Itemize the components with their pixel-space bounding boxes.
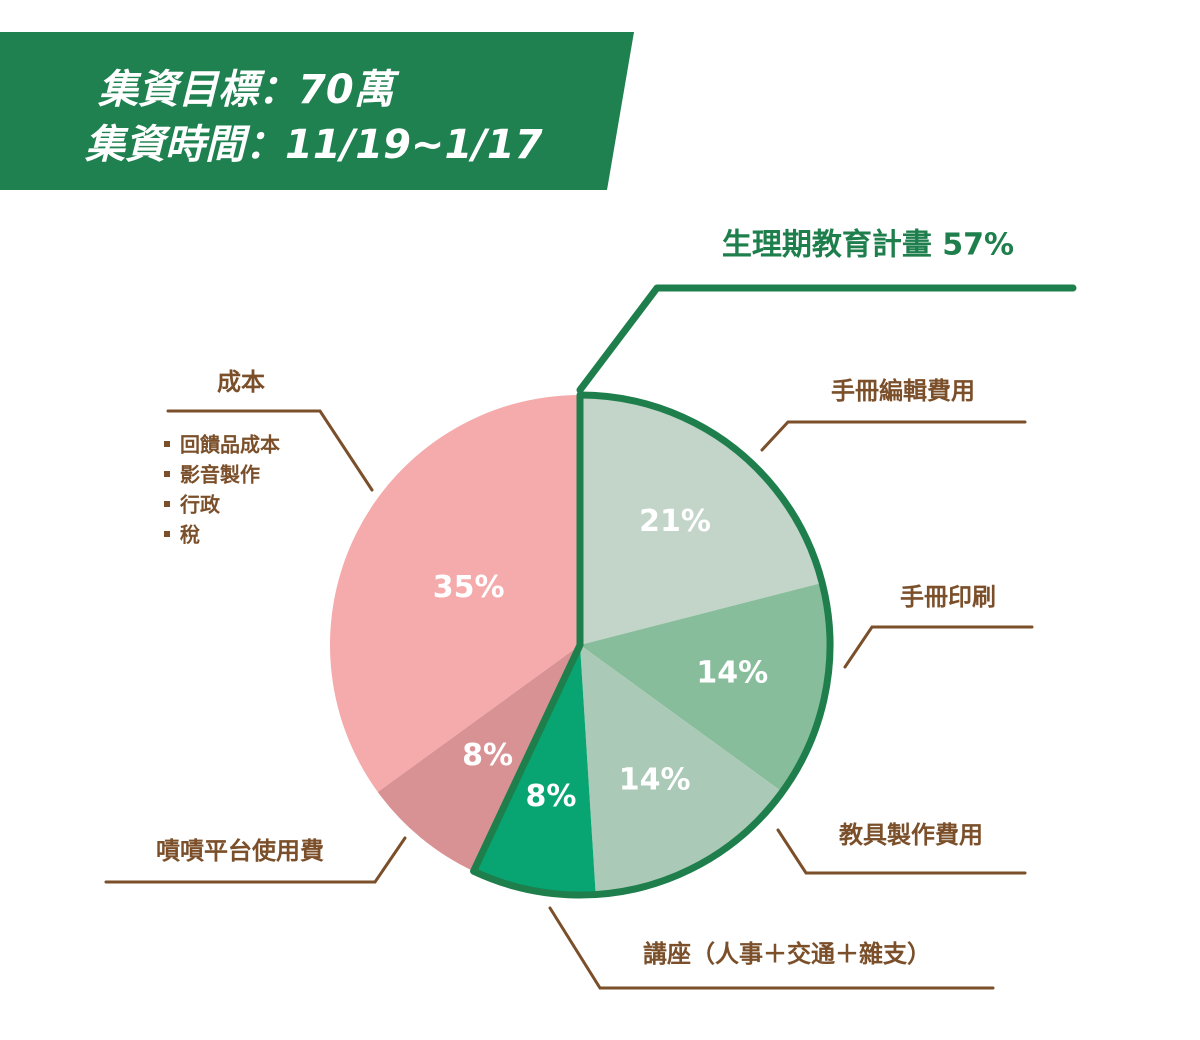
bullet bbox=[164, 471, 170, 477]
group-leader bbox=[576, 284, 1077, 394]
pie-slice bbox=[329, 395, 580, 792]
header-line: 集資目標：70萬 bbox=[97, 67, 400, 113]
group-label: 生理期教育計畫 57% bbox=[722, 228, 1014, 263]
slice-percent: 8% bbox=[525, 779, 576, 814]
slice-label: 手冊印刷 bbox=[900, 583, 996, 611]
slice-label: 成本 bbox=[217, 368, 265, 396]
slice-percent: 21% bbox=[639, 504, 711, 539]
cost-item: 行政 bbox=[179, 493, 221, 517]
pie-slice bbox=[580, 582, 830, 792]
header-banner bbox=[0, 32, 634, 190]
leader-line bbox=[760, 420, 1027, 452]
slice-label: 手冊編輯費用 bbox=[831, 377, 975, 405]
slice-label: 講座（人事＋交通＋雜支） bbox=[643, 940, 931, 968]
pie-slice bbox=[377, 645, 580, 872]
slice-percent: 35% bbox=[433, 570, 505, 605]
slice-label: 嘖嘖平台使用費 bbox=[156, 837, 324, 865]
cost-item: 影音製作 bbox=[180, 463, 260, 487]
leader-line bbox=[548, 906, 995, 990]
bullet bbox=[164, 531, 170, 537]
cost-item: 稅 bbox=[180, 523, 200, 547]
slice-label: 教具製作費用 bbox=[839, 821, 983, 849]
slice-percent: 14% bbox=[619, 762, 691, 797]
bullet bbox=[164, 501, 170, 507]
cost-item: 回饋品成本 bbox=[180, 433, 280, 457]
leader-line bbox=[104, 836, 407, 884]
header-line: 集資時間：11/19~1/17 bbox=[84, 122, 543, 168]
bullet bbox=[164, 441, 170, 447]
group-outline bbox=[470, 391, 834, 899]
slice-percent: 14% bbox=[696, 656, 768, 691]
pie-slice bbox=[580, 645, 783, 895]
slice-percent: 8% bbox=[462, 738, 513, 773]
pie-slice bbox=[473, 645, 596, 895]
leader-line bbox=[776, 828, 1027, 875]
leader-line bbox=[843, 625, 1034, 669]
leader-line bbox=[166, 409, 374, 492]
pie-slice bbox=[580, 395, 823, 645]
